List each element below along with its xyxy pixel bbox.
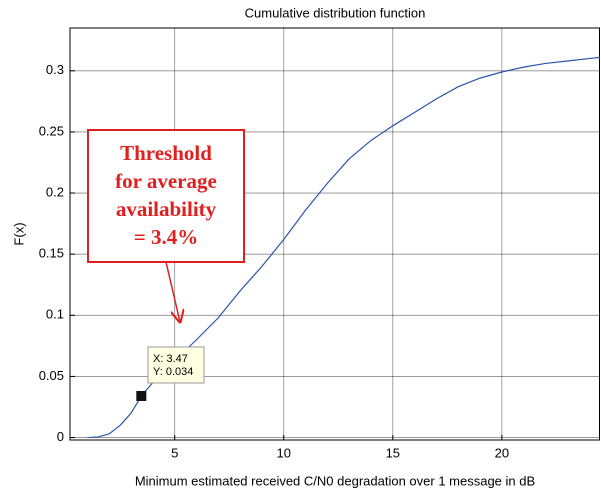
x-axis-label: Minimum estimated received C/N0 degradat… bbox=[135, 473, 535, 488]
y-tick-label: 0.05 bbox=[39, 368, 64, 383]
y-tick-label: 0.3 bbox=[46, 62, 64, 77]
datatip-label: Y: 0.034 bbox=[153, 366, 193, 378]
data-line bbox=[87, 56, 601, 439]
x-tick-label: 15 bbox=[386, 445, 400, 460]
plot-frame bbox=[69, 27, 600, 441]
datatip-box bbox=[147, 346, 205, 384]
datatip-label: X: 3.47 bbox=[153, 353, 188, 365]
x-tick-label: 10 bbox=[277, 445, 291, 460]
y-axis-label: F(x) bbox=[11, 222, 26, 245]
annotation-arrow bbox=[165, 261, 180, 322]
chart-title: Cumulative distribution function bbox=[245, 5, 426, 20]
x-tick-label: 5 bbox=[171, 445, 178, 460]
y-tick-label: 0.1 bbox=[46, 307, 64, 322]
annotation-text: = 3.4% bbox=[134, 225, 198, 249]
y-tick-label: 0.25 bbox=[39, 123, 64, 138]
x-tick-label: 20 bbox=[495, 445, 509, 460]
y-tick-label: 0.2 bbox=[46, 184, 64, 199]
annotation-text: availability bbox=[116, 197, 217, 221]
datatip-marker bbox=[136, 390, 147, 401]
y-tick-label: 0.15 bbox=[39, 246, 64, 261]
y-tick-label: 0 bbox=[57, 429, 64, 444]
annotation-text: Threshold bbox=[120, 141, 212, 165]
annotation-text: for average bbox=[115, 169, 217, 193]
annotation-box bbox=[87, 129, 245, 263]
